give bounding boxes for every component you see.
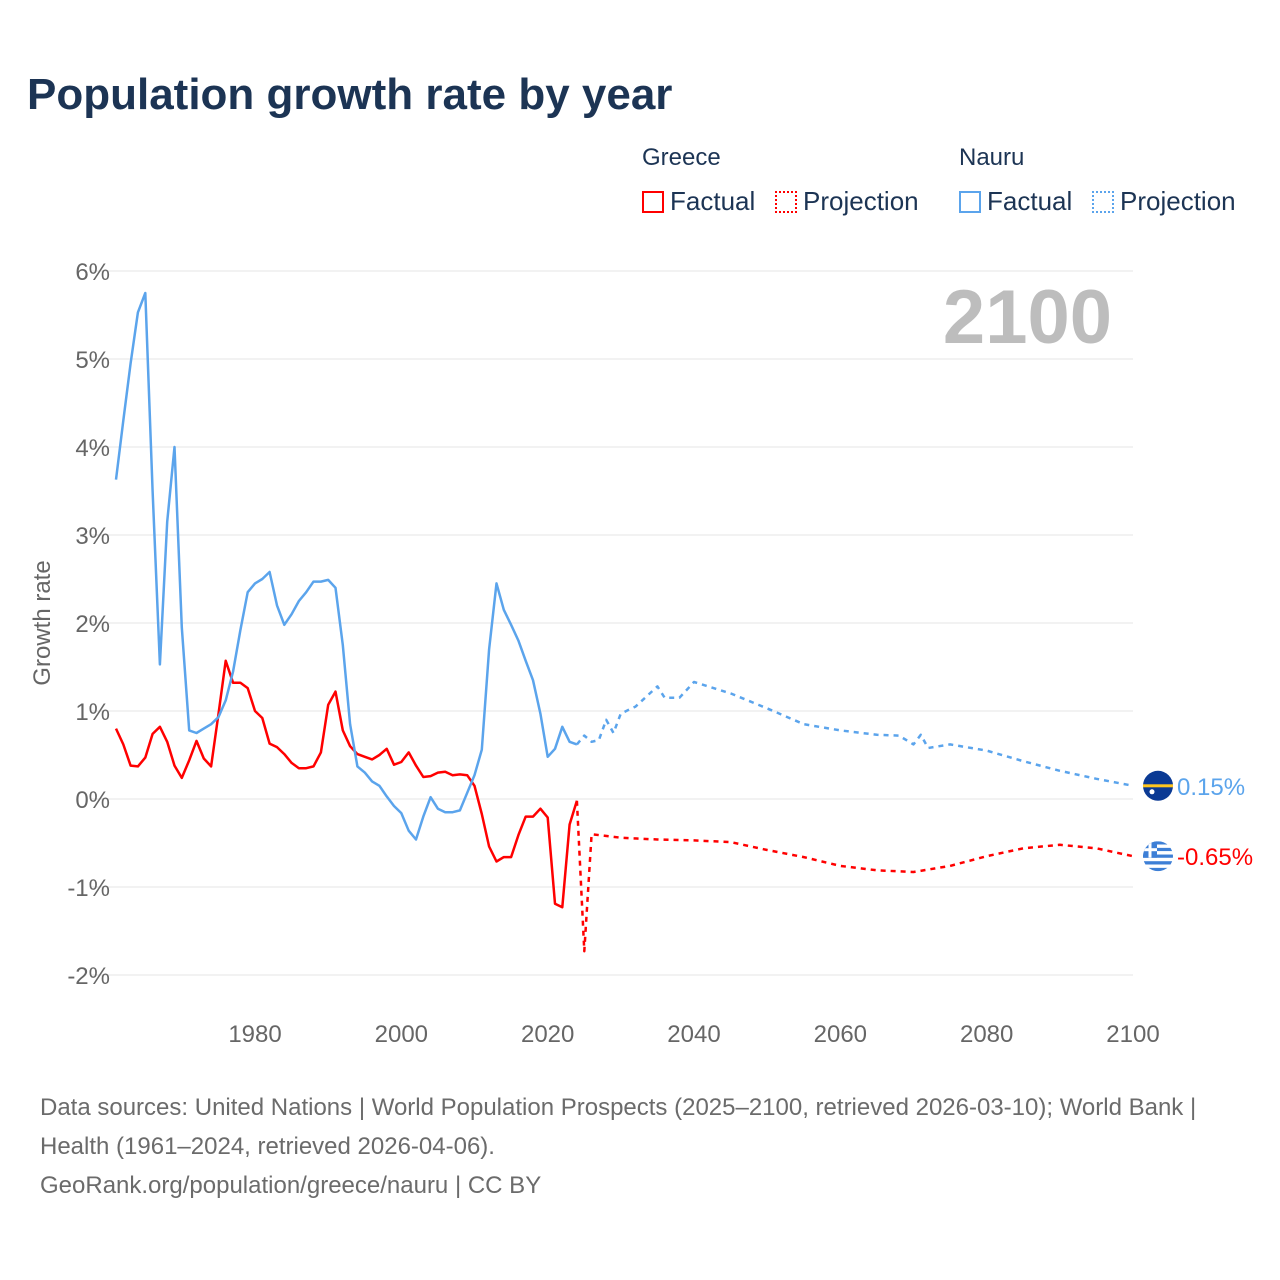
nauru-flag-star (1149, 789, 1155, 795)
y-axis-title: Growth rate (29, 560, 56, 685)
solid-swatch-icon (642, 190, 664, 213)
x-tick-label: 2080 (960, 1021, 1013, 1048)
greece-flag-stripe (1143, 867, 1173, 872)
greece-factual-line (114, 659, 579, 909)
greece-flag-cross (1143, 848, 1157, 852)
legend-greece-heading: Greece (642, 144, 721, 171)
end-value-label: -0.65% (1177, 844, 1253, 871)
site-credit[interactable]: GeoRank.org/population/greece/nauru | CC… (40, 1172, 542, 1199)
greece-projection-line (575, 800, 1134, 953)
legend-greece-projection[interactable]: Projection (775, 186, 919, 217)
dotted-swatch-icon (775, 190, 797, 213)
x-tick-label: 2100 (1106, 1021, 1159, 1048)
nauru-flag-stripe (1143, 784, 1173, 788)
y-tick-label: 6% (75, 259, 110, 286)
legend-label: Projection (803, 186, 919, 216)
end-value-label: 0.15% (1177, 774, 1245, 801)
x-tick-label: 2040 (667, 1021, 720, 1048)
legend-label: Factual (987, 186, 1073, 216)
y-tick-label: 1% (75, 699, 110, 726)
y-tick-label: 3% (75, 523, 110, 550)
greece-flag-stripe (1143, 857, 1173, 862)
legend-greece-factual[interactable]: Factual (642, 186, 755, 217)
footer: Data sources: United Nations | World Pop… (40, 1088, 1240, 1205)
legend-label: Projection (1120, 186, 1236, 216)
y-tick-label: -2% (67, 963, 110, 990)
greece-flag-stripe (1143, 854, 1173, 858)
data-sources: Data sources: United Nations | World Pop… (40, 1094, 1197, 1160)
legend-nauru-factual[interactable]: Factual (959, 186, 1072, 217)
nauru-factual-line (114, 291, 578, 841)
x-tick-label: 2020 (521, 1021, 574, 1048)
legend-nauru-projection[interactable]: Projection (1092, 186, 1236, 217)
y-tick-label: 4% (75, 435, 110, 462)
x-tick-label: 1980 (228, 1021, 281, 1048)
greece-flag-stripe (1143, 851, 1173, 855)
y-tick-label: -1% (67, 875, 110, 902)
greece-flag-stripe (1143, 864, 1173, 868)
nauru-projection-line (575, 680, 1134, 788)
greece-flag-stripe (1143, 861, 1173, 865)
y-tick-label: 5% (75, 347, 110, 374)
page-title: Population growth rate by year (27, 70, 673, 119)
solid-swatch-icon (959, 190, 981, 213)
greece-flag-stripe (1143, 844, 1173, 848)
dotted-swatch-icon (1092, 190, 1114, 213)
x-tick-label: 2060 (814, 1021, 867, 1048)
x-tick-label: 2000 (375, 1021, 428, 1048)
legend-label: Factual (670, 186, 756, 216)
y-tick-label: 2% (75, 611, 110, 638)
y-tick-label: 0% (75, 787, 110, 814)
legend-nauru-heading: Nauru (959, 144, 1025, 171)
year-watermark: 2100 (943, 275, 1112, 360)
greece-flag-stripe (1143, 847, 1173, 852)
greece-flag-stripe (1143, 841, 1173, 845)
